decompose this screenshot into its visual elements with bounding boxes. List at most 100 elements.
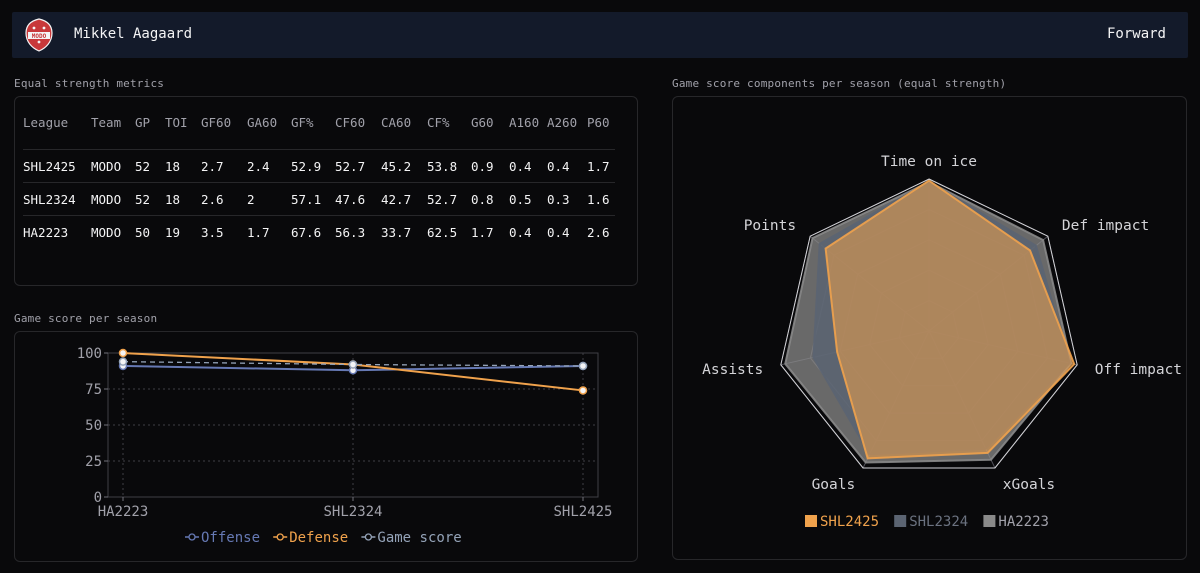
table-cell: 45.2 bbox=[381, 149, 427, 183]
table-cell: 0.9 bbox=[471, 149, 509, 183]
table-cell: 33.7 bbox=[381, 224, 412, 240]
player-position: Forward bbox=[1106, 26, 1166, 42]
table-cell: 67.6 bbox=[291, 224, 322, 240]
table-cell: MODO bbox=[91, 149, 135, 183]
column-header[interactable]: GA60 bbox=[247, 115, 291, 150]
table-cell: 53.8 bbox=[427, 149, 471, 183]
table-cell: MODO bbox=[91, 224, 122, 240]
metrics-table: League Team GP TOI GF60 GA60 GF% CF60 CA… bbox=[23, 115, 615, 248]
table-cell: 52.9 bbox=[291, 149, 335, 183]
legend-marker bbox=[188, 533, 196, 541]
y-tick-label: 100 bbox=[77, 346, 102, 362]
radar-axis-label: Assists bbox=[702, 362, 763, 378]
radar-axis-label: Goals bbox=[812, 477, 856, 493]
table-cell: 0.8 bbox=[471, 182, 509, 216]
team-logo: MODO bbox=[25, 18, 53, 52]
radar-axis-label: Off impact bbox=[1095, 362, 1182, 378]
table-cell: 2.7 bbox=[201, 149, 247, 183]
table-cell: 50 bbox=[135, 224, 151, 240]
table-cell: 52 bbox=[135, 182, 165, 216]
column-header[interactable]: GP bbox=[135, 115, 165, 150]
table-cell: SHL2324 bbox=[23, 182, 91, 216]
table-cell: 18 bbox=[165, 149, 201, 183]
column-header[interactable]: GF60 bbox=[201, 115, 247, 150]
metrics-header-row: League Team GP TOI GF60 GA60 GF% CF60 CA… bbox=[23, 115, 615, 150]
x-tick-label: HA2223 bbox=[98, 504, 149, 520]
table-cell: 52 bbox=[135, 149, 165, 183]
radar-axis-label: Points bbox=[744, 218, 796, 234]
legend-label: HA2223 bbox=[998, 514, 1049, 530]
column-header[interactable]: CF60 bbox=[335, 115, 381, 150]
column-header[interactable]: P60 bbox=[587, 115, 615, 150]
game-score-line-chart: 0 25 50 75 100 HA2223 SHL2324 SHL2425 Offense Def… bbox=[77, 346, 613, 546]
x-tick-label: SHL2324 bbox=[323, 504, 382, 520]
table-cell: 2.6 bbox=[201, 182, 247, 216]
table-cell: 47.6 bbox=[335, 182, 381, 216]
legend-marker bbox=[364, 533, 373, 541]
table-cell: SHL2425 bbox=[23, 149, 91, 183]
x-tick-label: SHL2425 bbox=[553, 504, 612, 520]
table-cell: 56.3 bbox=[335, 224, 366, 240]
column-header[interactable]: GF% bbox=[291, 115, 335, 150]
metrics-panel: League Team GP TOI GF60 GA60 GF% CF60 CA… bbox=[14, 96, 638, 286]
table-cell: 2.6 bbox=[587, 224, 610, 240]
column-header[interactable]: Team bbox=[91, 115, 135, 150]
series-line-game-score bbox=[122, 360, 584, 367]
player-name: Mikkel Aagaard bbox=[74, 26, 193, 42]
game-score-radar-chart: Time on ice Def impact Off impact xGoals Goa… bbox=[702, 154, 1182, 530]
table-cell: 19 bbox=[165, 224, 181, 240]
table-cell: 52.7 bbox=[427, 182, 471, 216]
radar-axis-label: Def impact bbox=[1062, 218, 1149, 234]
table-cell: 0.4 bbox=[509, 149, 547, 183]
legend-label: Offense bbox=[201, 530, 260, 546]
y-tick-label: 0 bbox=[94, 490, 102, 506]
column-header[interactable]: League bbox=[23, 115, 91, 150]
table-cell: 0.4 bbox=[547, 149, 587, 183]
table-cell: 2 bbox=[247, 182, 291, 216]
legend-label: Defense bbox=[289, 530, 348, 546]
player-header: MODO Mikkel Aagaard Forward bbox=[12, 12, 1188, 58]
legend-label: Game score bbox=[377, 530, 461, 546]
column-header[interactable]: G60 bbox=[471, 115, 509, 150]
table-cell: 57.1 bbox=[291, 182, 335, 216]
table-cell: MODO bbox=[91, 182, 135, 216]
legend-label: SHL2324 bbox=[909, 514, 968, 530]
team-logo-text: MODO bbox=[32, 33, 47, 40]
data-point bbox=[118, 348, 128, 358]
y-tick-label: 50 bbox=[85, 418, 102, 434]
table-cell: 0.4 bbox=[509, 224, 532, 240]
column-header[interactable]: A260 bbox=[547, 115, 587, 150]
table-cell: 0.4 bbox=[547, 224, 570, 240]
data-point bbox=[578, 361, 588, 371]
table-row: SHL2324 MODO 52 18 2.6 2 57.1 47.6 42.7 … bbox=[23, 182, 615, 216]
column-header[interactable]: CF% bbox=[427, 115, 471, 150]
radar-chart-title: Game score components per season (equal … bbox=[672, 77, 1007, 90]
table-row: SHL2425 MODO 52 18 2.7 2.4 52.9 52.7 45.… bbox=[23, 149, 615, 183]
radar-outer-ring bbox=[780, 178, 1078, 469]
data-point bbox=[348, 360, 358, 369]
table-cell: 0.3 bbox=[547, 182, 587, 216]
column-header[interactable]: TOI bbox=[165, 115, 201, 150]
table-cell: 1.6 bbox=[587, 182, 615, 216]
table-cell: 42.7 bbox=[381, 182, 427, 216]
column-header[interactable]: CA60 bbox=[381, 115, 427, 150]
legend-marker bbox=[276, 533, 284, 541]
table-cell: 1.7 bbox=[587, 149, 615, 183]
table-cell: 52.7 bbox=[335, 149, 381, 183]
data-point bbox=[118, 357, 128, 366]
table-cell: 0.5 bbox=[509, 182, 547, 216]
table-cell: 1.7 bbox=[247, 224, 270, 240]
column-header[interactable]: A160 bbox=[509, 115, 547, 150]
table-cell: 62.5 bbox=[427, 224, 458, 240]
data-point bbox=[578, 386, 588, 395]
line-chart-panel: 0 25 50 75 100 HA2223 SHL2324 SHL2425 Offense Def… bbox=[14, 331, 638, 562]
legend-swatch bbox=[894, 515, 907, 527]
y-tick-label: 25 bbox=[85, 454, 102, 470]
radar-axis-label: Time on ice bbox=[881, 154, 977, 170]
radar-area-shl2425 bbox=[824, 179, 1076, 460]
table-cell: 2.4 bbox=[247, 149, 291, 183]
radar-axis-label: xGoals bbox=[1003, 477, 1055, 493]
table-cell: 3.5 bbox=[201, 224, 224, 240]
table-row: HA2223 MODO 50 19 3.5 1.7 67.6 56.3 33.7… bbox=[23, 216, 615, 249]
legend-label: SHL2425 bbox=[820, 514, 879, 530]
